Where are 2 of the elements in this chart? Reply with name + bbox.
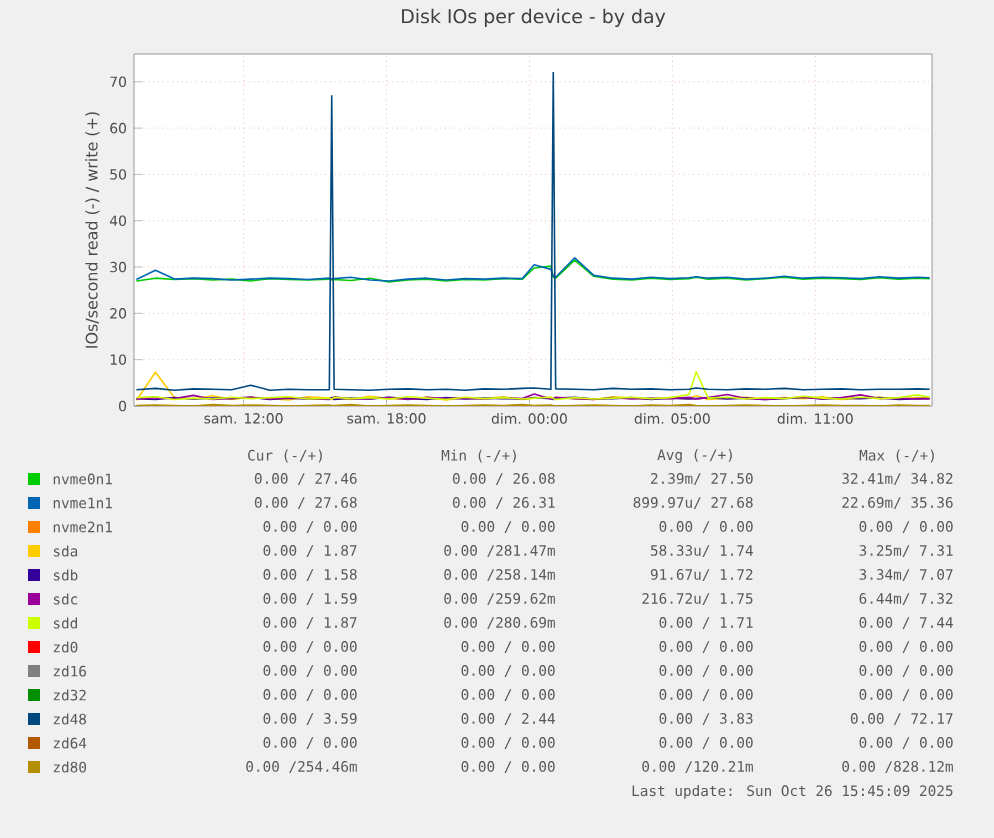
chart-title: Disk IOs per device - by day xyxy=(402,8,666,28)
line-series xyxy=(135,71,931,392)
